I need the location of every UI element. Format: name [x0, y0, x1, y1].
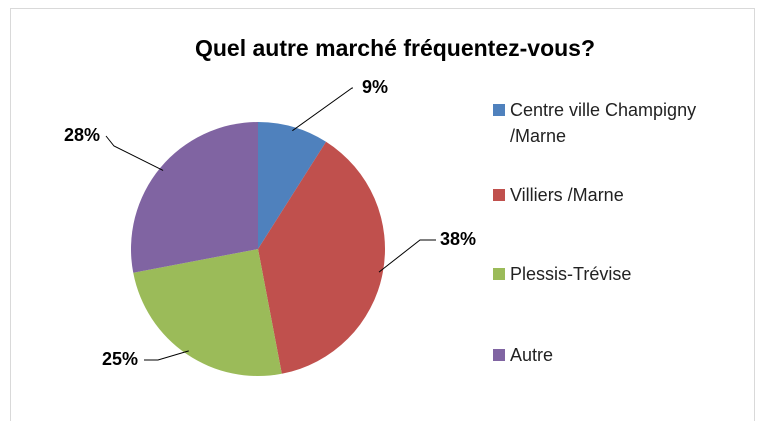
data-label: 38%: [440, 229, 476, 249]
data-label: 28%: [64, 125, 100, 145]
pie-slice: [133, 249, 282, 376]
legend-item: Autre: [493, 342, 743, 368]
data-label: 25%: [102, 349, 138, 369]
legend-item: Centre ville Champigny /Marne: [493, 97, 743, 149]
legend-swatch: [493, 268, 505, 280]
legend-label: Villiers /Marne: [510, 185, 624, 205]
pie-slice: [130, 122, 258, 273]
legend-item: Plessis-Trévise: [493, 261, 743, 287]
legend-label: Plessis-Trévise: [510, 264, 632, 284]
leader-line: [378, 239, 436, 273]
legend-swatch: [493, 189, 505, 201]
chart-border: [10, 8, 755, 421]
pie-slice: [258, 141, 386, 374]
pie-slice: [258, 122, 327, 249]
chart-title: Quel autre marché fréquentez-vous?: [195, 35, 595, 61]
leader-line: [292, 87, 353, 132]
leader-line: [105, 135, 164, 171]
data-label: 9%: [362, 77, 388, 97]
legend-swatch: [493, 349, 505, 361]
legend-swatch: [493, 104, 505, 116]
legend-item: Villiers /Marne: [493, 182, 743, 208]
legend-label: Centre ville Champigny /Marne: [510, 100, 697, 146]
legend-label: Autre: [510, 345, 554, 365]
leader-line: [144, 350, 189, 361]
